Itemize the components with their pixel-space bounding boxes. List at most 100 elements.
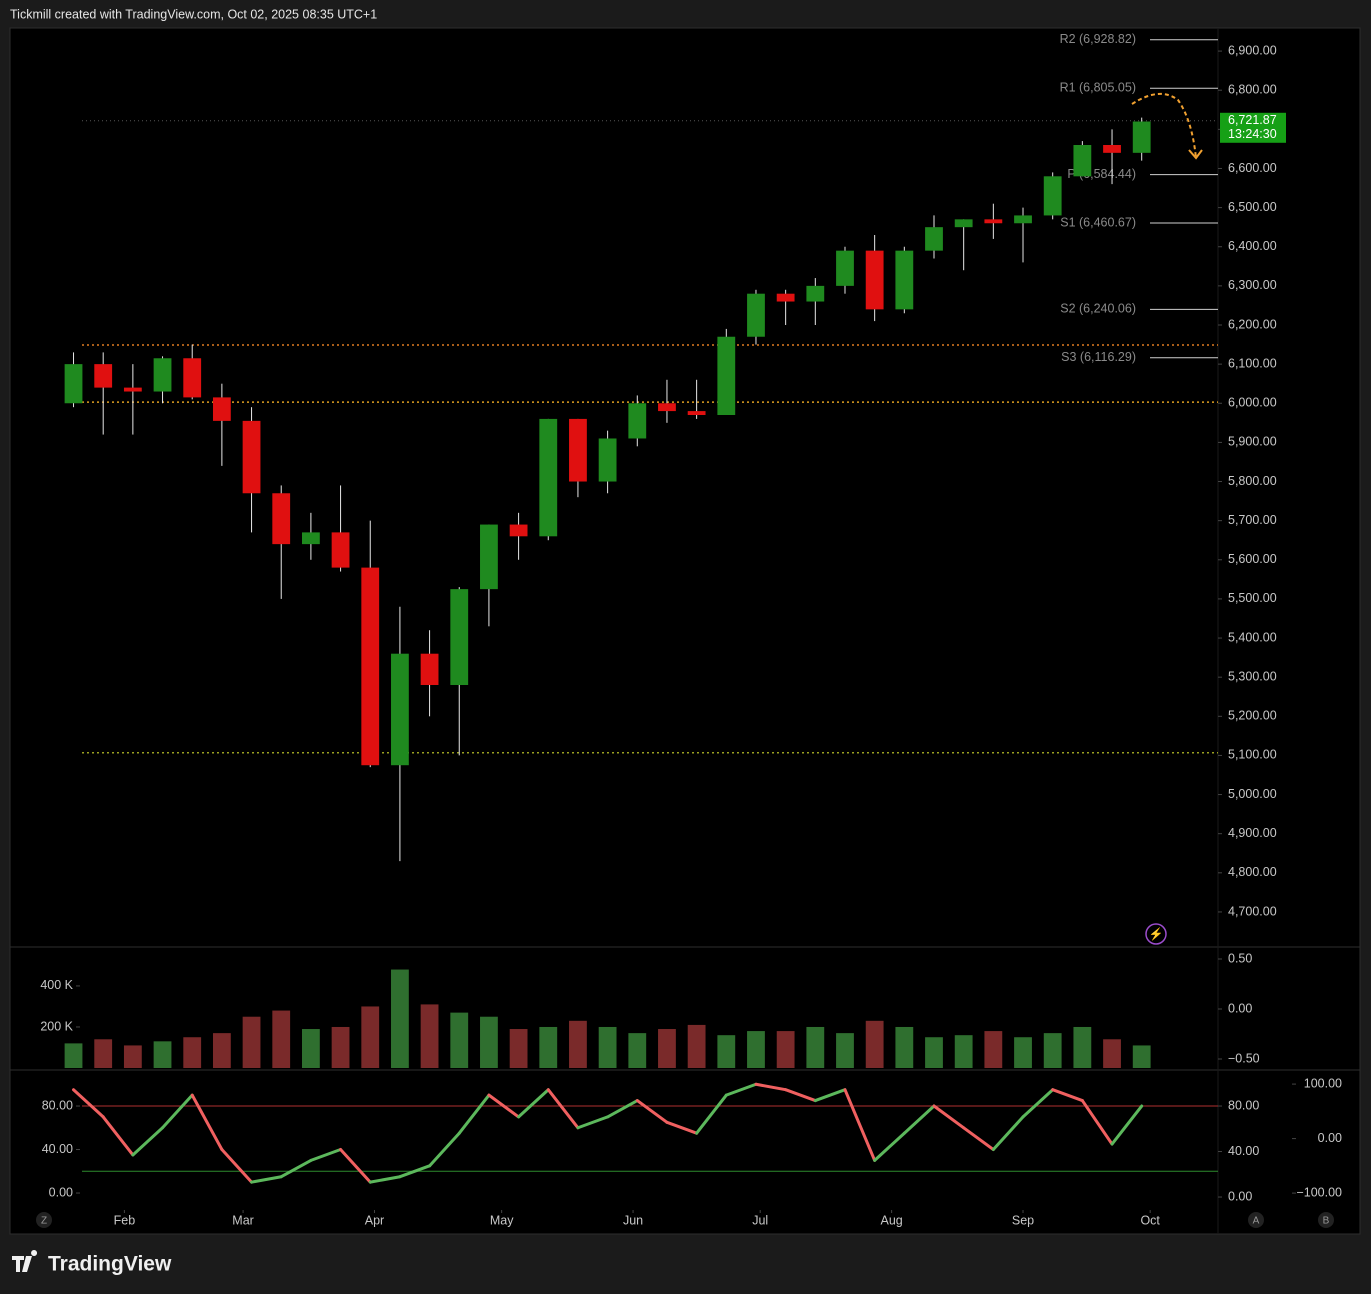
volume-bar [480,1016,498,1068]
candle-body [450,589,469,685]
y-tick-label: 6,500.00 [1228,200,1277,214]
volume-bar [272,1010,291,1068]
candle-body [94,364,113,388]
osc-tick-label: 40.00 [42,1142,73,1156]
candle-body [836,250,854,286]
osc-segment [606,1099,639,1119]
x-tick-label: Mar [232,1213,254,1227]
osc-segment [368,1175,402,1184]
volume-bar [895,1026,914,1068]
candle-body [806,285,825,302]
osc-tick-label: 0.00 [49,1185,73,1199]
volume-bar [331,1026,350,1068]
osc-segment [932,1104,966,1130]
x-tick-label: Jun [623,1213,643,1227]
pivot-label: R2 (6,928.82) [1060,32,1136,46]
candle-body [212,397,231,421]
y-tick-label: 4,700.00 [1228,904,1277,918]
volume-bar [865,1020,884,1068]
volume-bar [301,1029,320,1068]
candle-body [123,387,142,392]
volume-bar [658,1029,676,1068]
volume-bar [123,1045,142,1068]
volume-bar [1043,1033,1062,1068]
x-tick-label: May [490,1213,514,1227]
osc-segment [1110,1104,1144,1146]
projection-arrow [1131,93,1197,159]
x-tick-label: Oct [1140,1213,1160,1227]
chart-frame [9,27,1361,1235]
projection-arrow-head [1188,149,1203,160]
button-label[interactable]: A [1253,1216,1260,1227]
brand-logo [12,1250,38,1272]
candle-body [183,358,202,398]
candle-body [509,524,528,537]
osc-segment [724,1082,758,1097]
candle-body [776,293,795,302]
candle-body [539,418,558,537]
volume-bar [984,1031,1003,1068]
osc-segment [1021,1088,1055,1119]
candle-body [301,532,320,545]
volume-y2-tick-label: 0.00 [1228,1001,1252,1015]
button[interactable] [1318,1212,1334,1228]
osc-segment [843,1088,877,1162]
osc-y2-tick-label: 0.00 [1318,1131,1342,1145]
y-tick-label: 6,000.00 [1228,396,1277,410]
alert-icon-glyph: ⚡ [1149,927,1164,941]
button[interactable] [36,1212,52,1228]
header-title: Tickmill created with TradingView.com, O… [10,7,377,21]
osc-segment [576,1115,610,1130]
brand-name: TradingView [48,1253,172,1276]
candle-body [569,418,587,482]
osc-y2-tick-label: 100.00 [1304,1076,1342,1090]
countdown-label: 13:24:30 [1228,127,1277,141]
volume-bar [925,1037,943,1068]
volume-bar [1014,1037,1032,1068]
alert-icon[interactable] [1145,923,1167,945]
osc-y3-tick-label: 0.00 [1228,1189,1252,1203]
osc-segment [131,1126,165,1157]
osc-segment [428,1131,461,1168]
y-tick-label: 5,100.00 [1228,748,1277,762]
osc-segment [813,1088,847,1103]
osc-segment [398,1164,432,1179]
volume-bar [569,1020,587,1068]
y-tick-label: 6,300.00 [1228,278,1277,292]
y-tick-label: 5,500.00 [1228,591,1277,605]
x-tick-label: Feb [114,1213,136,1227]
y-tick-label: 5,600.00 [1228,552,1277,566]
pivot-label: S1 (6,460.67) [1060,215,1136,229]
osc-y2-tick-label: −100.00 [1296,1185,1342,1199]
volume-bar [450,1012,469,1068]
volume-bar [1073,1026,1092,1068]
button[interactable] [1248,1212,1264,1228]
candle-body [747,293,765,337]
osc-segment [517,1088,550,1119]
y-tick-label: 5,800.00 [1228,474,1277,488]
candle-body [361,567,380,766]
last-price-box [1220,112,1286,143]
y-tick-label: 5,900.00 [1228,435,1277,449]
candle-body [1103,145,1121,153]
candle-body [272,493,291,545]
volume-bar [836,1033,854,1068]
y-tick-label: 5,300.00 [1228,669,1277,683]
candle-body [153,358,172,392]
osc-segment [457,1093,491,1135]
y-tick-label: 6,400.00 [1228,239,1277,253]
button-label[interactable]: Z [41,1216,47,1227]
x-tick-label: Jul [752,1213,768,1227]
y-tick-label: 4,900.00 [1228,826,1277,840]
osc-segment [695,1093,728,1135]
osc-segment [339,1148,372,1184]
candle-body [64,364,83,404]
osc-segment [101,1115,135,1157]
volume-bar [1132,1045,1151,1068]
osc-segment [991,1115,1025,1152]
volume-bar [242,1016,261,1068]
button-label[interactable]: B [1323,1216,1330,1227]
candle-body [391,653,409,766]
osc-y3-tick-label: 80.00 [1228,1098,1259,1112]
last-price-label: 6,721.87 [1228,113,1277,127]
